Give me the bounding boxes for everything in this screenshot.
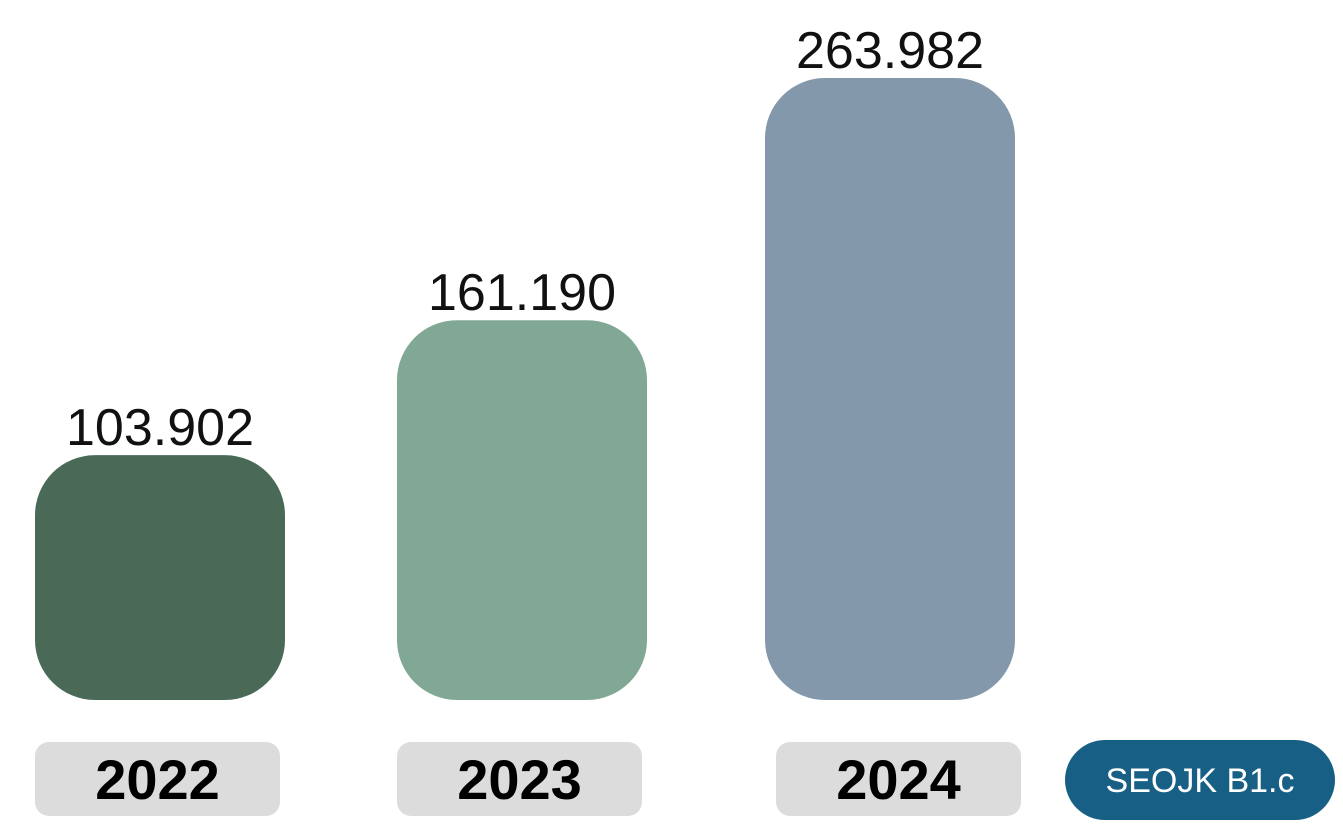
category-label-2024: 2024 <box>836 748 961 811</box>
source-badge-label: SEOJK B1.c <box>1106 762 1295 800</box>
value-label-2024: 263.982 <box>796 22 984 80</box>
category-label-2023: 2023 <box>457 748 582 811</box>
category-chip-2023 <box>397 742 642 816</box>
value-label-2023: 161.190 <box>428 264 616 322</box>
value-labels-group: 103.902 161.190 263.982 <box>66 22 984 457</box>
category-label-2022: 2022 <box>95 748 220 811</box>
bar-2023 <box>397 320 647 700</box>
bar-2024 <box>765 78 1015 700</box>
source-badge-background <box>1065 740 1335 820</box>
source-badge: SEOJK B1.c <box>1065 740 1335 820</box>
category-chips-group: 2022 2023 2024 <box>35 742 1021 816</box>
category-chip-2022 <box>35 742 280 816</box>
bar-2022 <box>35 455 285 700</box>
bars-group <box>35 78 1015 700</box>
value-label-2022: 103.902 <box>66 399 254 457</box>
category-chip-2024 <box>776 742 1021 816</box>
